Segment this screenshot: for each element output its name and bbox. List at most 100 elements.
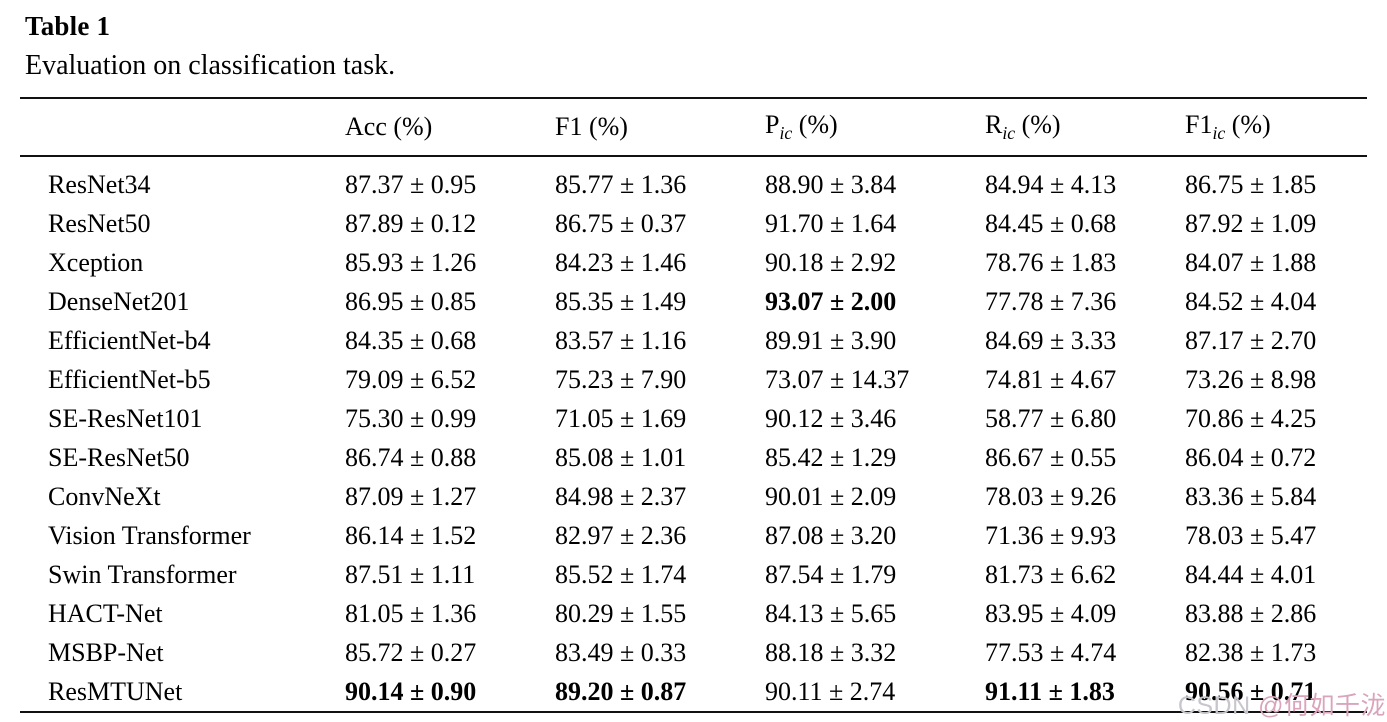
value-cell: 71.36 ± 9.93 <box>985 520 1117 550</box>
value-cell: 83.95 ± 4.09 <box>985 598 1117 628</box>
value-cell: 83.49 ± 0.33 <box>555 637 687 667</box>
value-cell: 85.93 ± 1.26 <box>345 247 477 277</box>
value-cell: 86.75 ± 1.85 <box>1185 169 1317 199</box>
model-name: Swin Transformer <box>48 559 237 589</box>
value-cell: 74.81 ± 4.67 <box>985 364 1117 394</box>
value-cell: 78.76 ± 1.83 <box>985 247 1117 277</box>
watermark-prefix: CSDN <box>1177 692 1259 720</box>
value-cell: 90.14 ± 0.90 <box>345 676 477 706</box>
table-row: EfficientNet-b5 79.09 ± 6.52 75.23 ± 7.90 7… <box>20 360 1367 399</box>
value-cell: 85.35 ± 1.49 <box>555 286 687 316</box>
table-row: ResNet50 87.89 ± 0.12 86.75 ± 0.37 91.70 ± … <box>20 204 1367 243</box>
model-name: Xception <box>48 247 144 277</box>
value-cell: 73.07 ± 14.37 <box>765 364 910 394</box>
table-header: Acc (%) F1 (%) Pic (%) Ric (%) F1ic (%) <box>20 98 1367 157</box>
column-header: F1ic (%) <box>1185 98 1367 157</box>
model-name: ResMTUNet <box>48 676 183 706</box>
value-cell: 84.07 ± 1.88 <box>1185 247 1317 277</box>
value-cell: 83.88 ± 2.86 <box>1185 598 1317 628</box>
value-cell: 77.53 ± 4.74 <box>985 637 1117 667</box>
value-cell: 84.52 ± 4.04 <box>1185 286 1317 316</box>
table-title: Table 1 <box>25 11 111 41</box>
value-cell: 84.44 ± 4.01 <box>1185 559 1317 589</box>
value-cell: 58.77 ± 6.80 <box>985 403 1117 433</box>
value-cell: 91.11 ± 1.83 <box>985 676 1115 706</box>
value-cell: 83.36 ± 5.84 <box>1185 481 1317 511</box>
value-cell: 73.26 ± 8.98 <box>1185 364 1317 394</box>
value-cell: 89.20 ± 0.87 <box>555 676 687 706</box>
model-name: EfficientNet-b5 <box>48 364 211 394</box>
table-row: ResMTUNet 90.14 ± 0.90 89.20 ± 0.87 90.11 ±… <box>20 672 1367 712</box>
value-cell: 87.89 ± 0.12 <box>345 208 477 238</box>
model-name: SE-ResNet50 <box>48 442 190 472</box>
column-header: F1 (%) <box>555 98 765 157</box>
value-cell: 87.09 ± 1.27 <box>345 481 477 511</box>
value-cell: 84.35 ± 0.68 <box>345 325 477 355</box>
value-cell: 75.30 ± 0.99 <box>345 403 477 433</box>
value-cell: 86.14 ± 1.52 <box>345 520 477 550</box>
value-cell: 87.37 ± 0.95 <box>345 169 477 199</box>
value-cell: 85.72 ± 0.27 <box>345 637 477 667</box>
model-column-header <box>20 98 345 157</box>
model-name: HACT-Net <box>48 598 163 628</box>
value-cell: 84.13 ± 5.65 <box>765 598 897 628</box>
value-cell: 85.42 ± 1.29 <box>765 442 897 472</box>
table-row: Swin Transformer 87.51 ± 1.11 85.52 ± 1.74… <box>20 555 1367 594</box>
table-row: EfficientNet-b4 84.35 ± 0.68 83.57 ± 1.16 8… <box>20 321 1367 360</box>
table-caption: Evaluation on classification task. <box>25 50 396 81</box>
value-cell: 93.07 ± 2.00 <box>765 286 897 316</box>
value-cell: 87.92 ± 1.09 <box>1185 208 1317 238</box>
table-row: HACT-Net 81.05 ± 1.36 80.29 ± 1.55 84.13 ± … <box>20 594 1367 633</box>
value-cell: 84.69 ± 3.33 <box>985 325 1117 355</box>
value-cell: 90.01 ± 2.09 <box>765 481 897 511</box>
value-cell: 70.86 ± 4.25 <box>1185 403 1317 433</box>
value-cell: 89.91 ± 3.90 <box>765 325 897 355</box>
model-name: ResNet50 <box>48 208 151 238</box>
table-row: DenseNet201 86.95 ± 0.85 85.35 ± 1.49 93.07… <box>20 282 1367 321</box>
column-header: Ric (%) <box>985 98 1185 157</box>
value-cell: 85.77 ± 1.36 <box>555 169 687 199</box>
watermark: CSDN @何如千泷 <box>1178 686 1386 722</box>
header-row: Acc (%) F1 (%) Pic (%) Ric (%) F1ic (%) <box>20 98 1367 157</box>
value-cell: 82.97 ± 2.36 <box>555 520 687 550</box>
value-cell: 90.12 ± 3.46 <box>765 403 897 433</box>
value-cell: 87.51 ± 1.11 <box>345 559 476 589</box>
value-cell: 85.08 ± 1.01 <box>555 442 687 472</box>
value-cell: 86.04 ± 0.72 <box>1185 442 1317 472</box>
value-cell: 80.29 ± 1.55 <box>555 598 687 628</box>
value-cell: 90.11 ± 2.74 <box>765 676 896 706</box>
table-row: ResNet34 87.37 ± 0.95 85.77 ± 1.36 88.90 ± … <box>20 156 1367 204</box>
model-name: MSBP-Net <box>48 637 164 667</box>
value-cell: 84.98 ± 2.37 <box>555 481 687 511</box>
value-cell: 77.78 ± 7.36 <box>985 286 1117 316</box>
column-header: Acc (%) <box>345 98 555 157</box>
value-cell: 90.56 ± 0.71 <box>1185 676 1317 706</box>
value-cell: 84.45 ± 0.68 <box>985 208 1117 238</box>
value-cell: 84.94 ± 4.13 <box>985 169 1117 199</box>
value-cell: 90.18 ± 2.92 <box>765 247 897 277</box>
value-cell: 88.90 ± 3.84 <box>765 169 897 199</box>
watermark-handle: @何如千泷 <box>1258 692 1386 720</box>
value-cell: 75.23 ± 7.90 <box>555 364 687 394</box>
value-cell: 84.23 ± 1.46 <box>555 247 687 277</box>
column-header: Pic (%) <box>765 98 985 157</box>
model-name: DenseNet201 <box>48 286 190 316</box>
value-cell: 87.54 ± 1.79 <box>765 559 897 589</box>
value-cell: 88.18 ± 3.32 <box>765 637 897 667</box>
value-cell: 78.03 ± 5.47 <box>1185 520 1317 550</box>
model-name: SE-ResNet101 <box>48 403 203 433</box>
value-cell: 91.70 ± 1.64 <box>765 208 897 238</box>
table-row: ConvNeXt 87.09 ± 1.27 84.98 ± 2.37 90.01 ± … <box>20 477 1367 516</box>
model-name: EfficientNet-b4 <box>48 325 211 355</box>
table-body: ResNet34 87.37 ± 0.95 85.77 ± 1.36 88.90 ± … <box>20 156 1367 712</box>
value-cell: 87.08 ± 3.20 <box>765 520 897 550</box>
model-name: Vision Transformer <box>48 520 251 550</box>
value-cell: 82.38 ± 1.73 <box>1185 637 1317 667</box>
value-cell: 86.95 ± 0.85 <box>345 286 477 316</box>
value-cell: 86.75 ± 0.37 <box>555 208 687 238</box>
value-cell: 81.05 ± 1.36 <box>345 598 477 628</box>
table-row: MSBP-Net 85.72 ± 0.27 83.49 ± 0.33 88.18 ± … <box>20 633 1367 672</box>
value-cell: 87.17 ± 2.70 <box>1185 325 1317 355</box>
value-cell: 71.05 ± 1.69 <box>555 403 687 433</box>
model-name: ResNet34 <box>48 169 151 199</box>
